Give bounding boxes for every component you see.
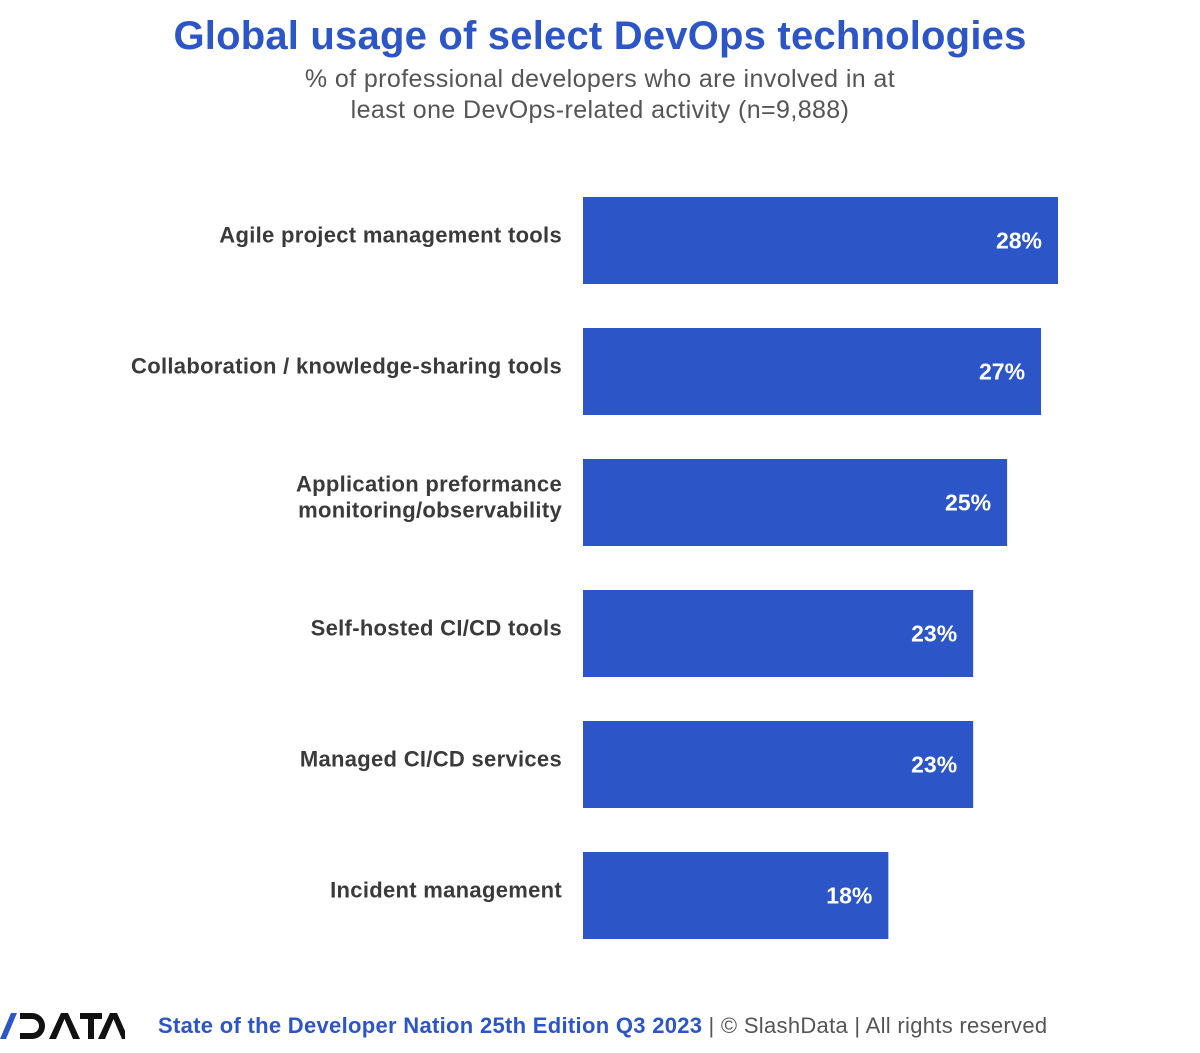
category-label-5: Incident management bbox=[330, 878, 562, 903]
category-label-1: Collaboration / knowledge-sharing tools bbox=[131, 354, 562, 379]
category-label-4: Managed CI/CD services bbox=[300, 747, 562, 772]
bar-4 bbox=[583, 721, 974, 808]
bar-1 bbox=[583, 328, 1042, 415]
chart-subtitle: % of professional developers who are inv… bbox=[304, 65, 896, 124]
value-label-2: 25% bbox=[945, 490, 991, 516]
value-label-3: 23% bbox=[911, 621, 957, 647]
category-label-2: Application preformance monitoring/observ… bbox=[296, 472, 563, 523]
bar-3 bbox=[583, 590, 974, 677]
value-label-1: 27% bbox=[979, 359, 1025, 385]
slashdata-logo bbox=[0, 1013, 125, 1039]
value-label-5: 18% bbox=[826, 883, 872, 909]
footer: State of the Developer Nation 25th Editi… bbox=[0, 1005, 1200, 1045]
chart-title: Global usage of select DevOps technologi… bbox=[173, 14, 1027, 58]
bar-5 bbox=[583, 852, 889, 939]
bar-0 bbox=[583, 197, 1058, 284]
category-label-0: Agile project management tools bbox=[219, 223, 562, 248]
bar-2 bbox=[583, 459, 1008, 546]
value-label-0: 28% bbox=[996, 228, 1042, 254]
footer-copyright: | © SlashData | All rights reserved bbox=[708, 1013, 1048, 1038]
value-label-4: 23% bbox=[911, 752, 957, 778]
footer-credit: State of the Developer Nation 25th Editi… bbox=[158, 1013, 1047, 1039]
footer-edition: State of the Developer Nation 25th Editi… bbox=[158, 1013, 703, 1038]
bar-chart: 28% Agile project management tools 27% Coll… bbox=[131, 197, 1058, 939]
category-label-3: Self-hosted CI/CD tools bbox=[311, 616, 562, 641]
